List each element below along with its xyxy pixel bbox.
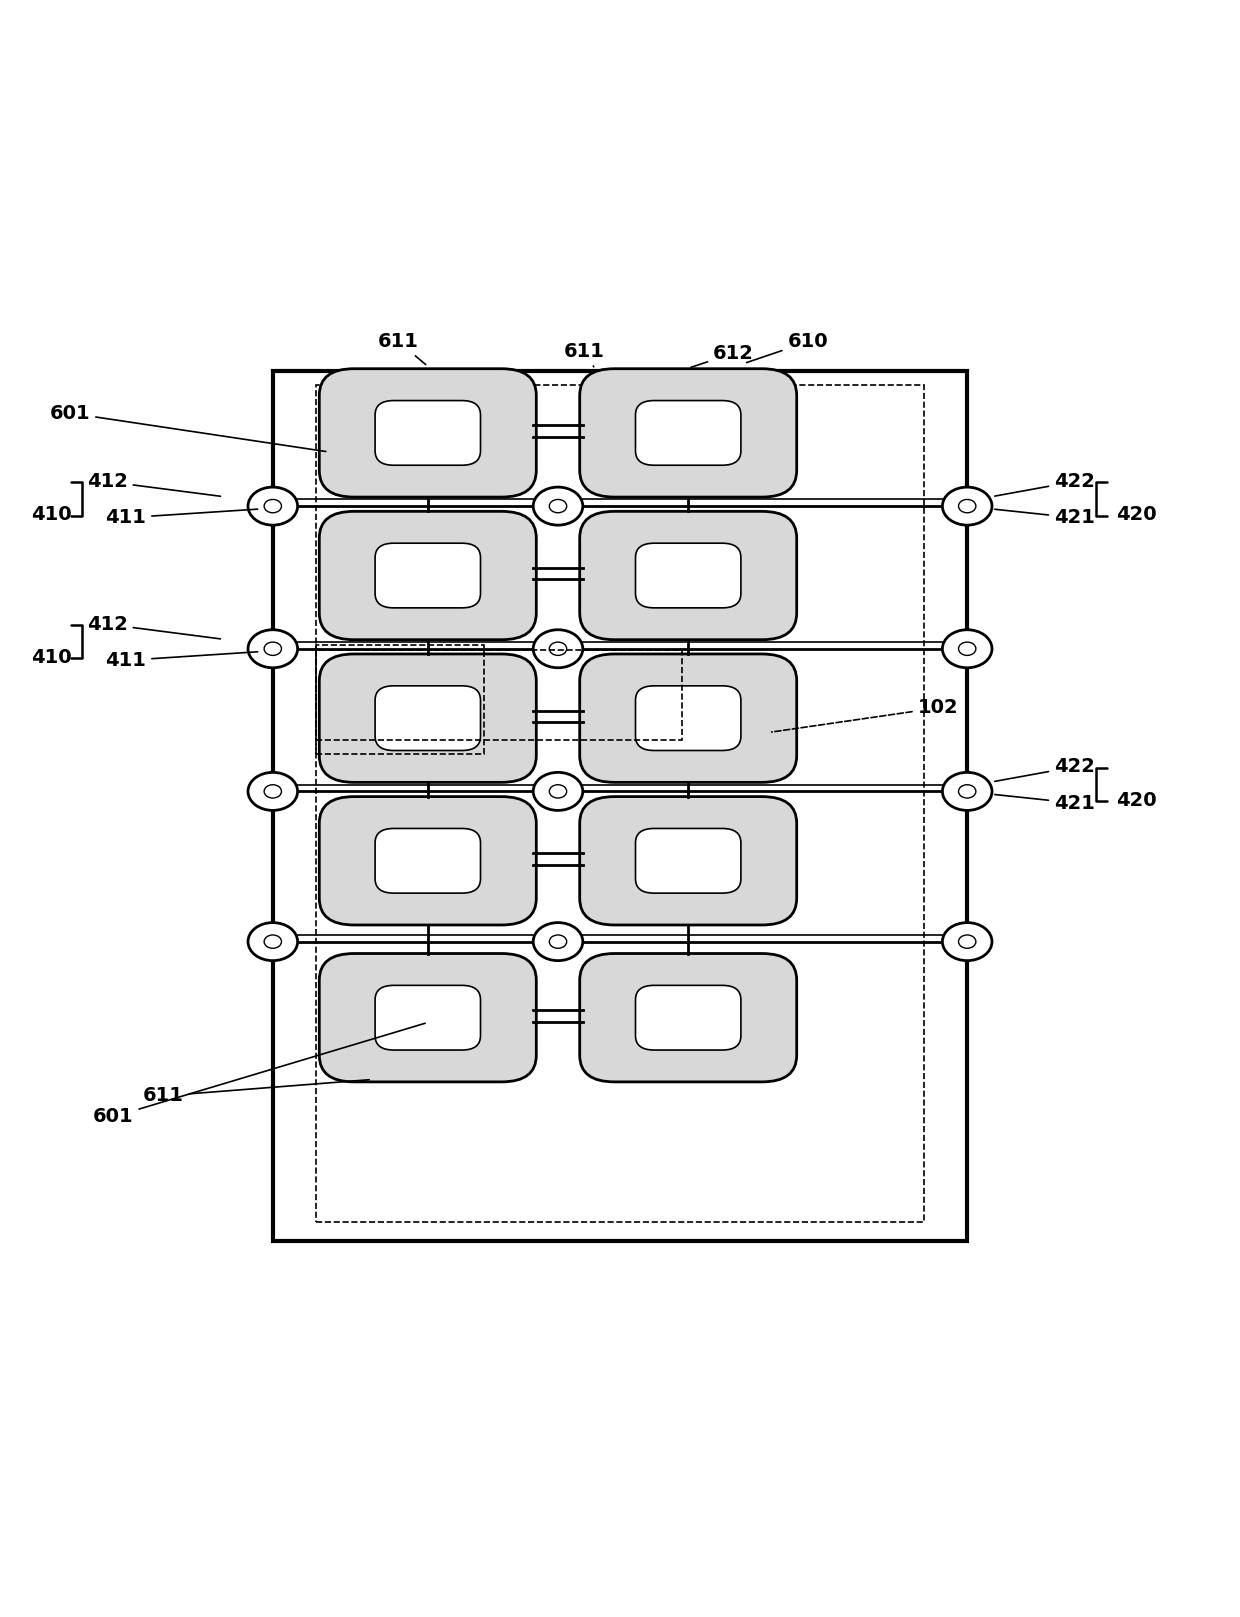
FancyBboxPatch shape [374, 686, 481, 750]
FancyBboxPatch shape [374, 543, 481, 608]
FancyBboxPatch shape [636, 828, 742, 893]
Text: 422: 422 [994, 472, 1095, 496]
Circle shape [959, 642, 976, 655]
Text: 410: 410 [31, 648, 72, 668]
Circle shape [533, 629, 583, 668]
Text: 601: 601 [93, 1024, 425, 1127]
Text: 102: 102 [771, 699, 959, 733]
FancyBboxPatch shape [319, 653, 536, 783]
Text: 410: 410 [31, 506, 72, 524]
Text: 611: 611 [378, 333, 425, 364]
FancyBboxPatch shape [374, 985, 481, 1049]
FancyBboxPatch shape [580, 369, 797, 496]
Circle shape [942, 629, 992, 668]
Text: 611: 611 [143, 1080, 370, 1106]
Text: 421: 421 [994, 508, 1095, 527]
Circle shape [959, 935, 976, 948]
Circle shape [264, 935, 281, 948]
Circle shape [533, 487, 583, 526]
Text: 422: 422 [994, 757, 1095, 781]
FancyBboxPatch shape [636, 401, 742, 466]
Circle shape [533, 773, 583, 810]
FancyBboxPatch shape [580, 797, 797, 925]
Circle shape [959, 784, 976, 799]
Circle shape [248, 773, 298, 810]
Circle shape [549, 784, 567, 799]
Text: 420: 420 [1116, 506, 1157, 524]
Circle shape [942, 487, 992, 526]
FancyBboxPatch shape [319, 954, 536, 1082]
Bar [316, 650, 682, 741]
Circle shape [248, 487, 298, 526]
Bar [316, 645, 484, 754]
Bar [273, 370, 967, 1242]
Text: 611: 611 [564, 341, 605, 367]
Text: 411: 411 [105, 652, 258, 669]
Circle shape [959, 500, 976, 513]
FancyBboxPatch shape [580, 954, 797, 1082]
Bar [316, 385, 924, 1222]
Text: 412: 412 [87, 614, 221, 639]
Circle shape [549, 935, 567, 948]
FancyBboxPatch shape [580, 653, 797, 783]
Text: 610: 610 [746, 333, 828, 362]
Circle shape [549, 500, 567, 513]
Text: 601: 601 [50, 404, 326, 451]
Text: 411: 411 [105, 508, 258, 527]
Circle shape [942, 923, 992, 960]
FancyBboxPatch shape [636, 686, 742, 750]
Circle shape [549, 642, 567, 655]
Text: 412: 412 [87, 472, 221, 496]
FancyBboxPatch shape [319, 797, 536, 925]
Circle shape [264, 642, 281, 655]
FancyBboxPatch shape [319, 511, 536, 640]
Text: 420: 420 [1116, 791, 1157, 810]
Circle shape [248, 923, 298, 960]
FancyBboxPatch shape [636, 985, 742, 1049]
FancyBboxPatch shape [374, 401, 481, 466]
Text: 421: 421 [994, 794, 1095, 812]
Circle shape [264, 784, 281, 799]
Circle shape [248, 629, 298, 668]
Circle shape [533, 923, 583, 960]
FancyBboxPatch shape [636, 543, 742, 608]
Text: 612: 612 [691, 344, 754, 367]
FancyBboxPatch shape [580, 511, 797, 640]
Circle shape [264, 500, 281, 513]
FancyBboxPatch shape [374, 828, 481, 893]
FancyBboxPatch shape [319, 369, 536, 496]
Circle shape [942, 773, 992, 810]
